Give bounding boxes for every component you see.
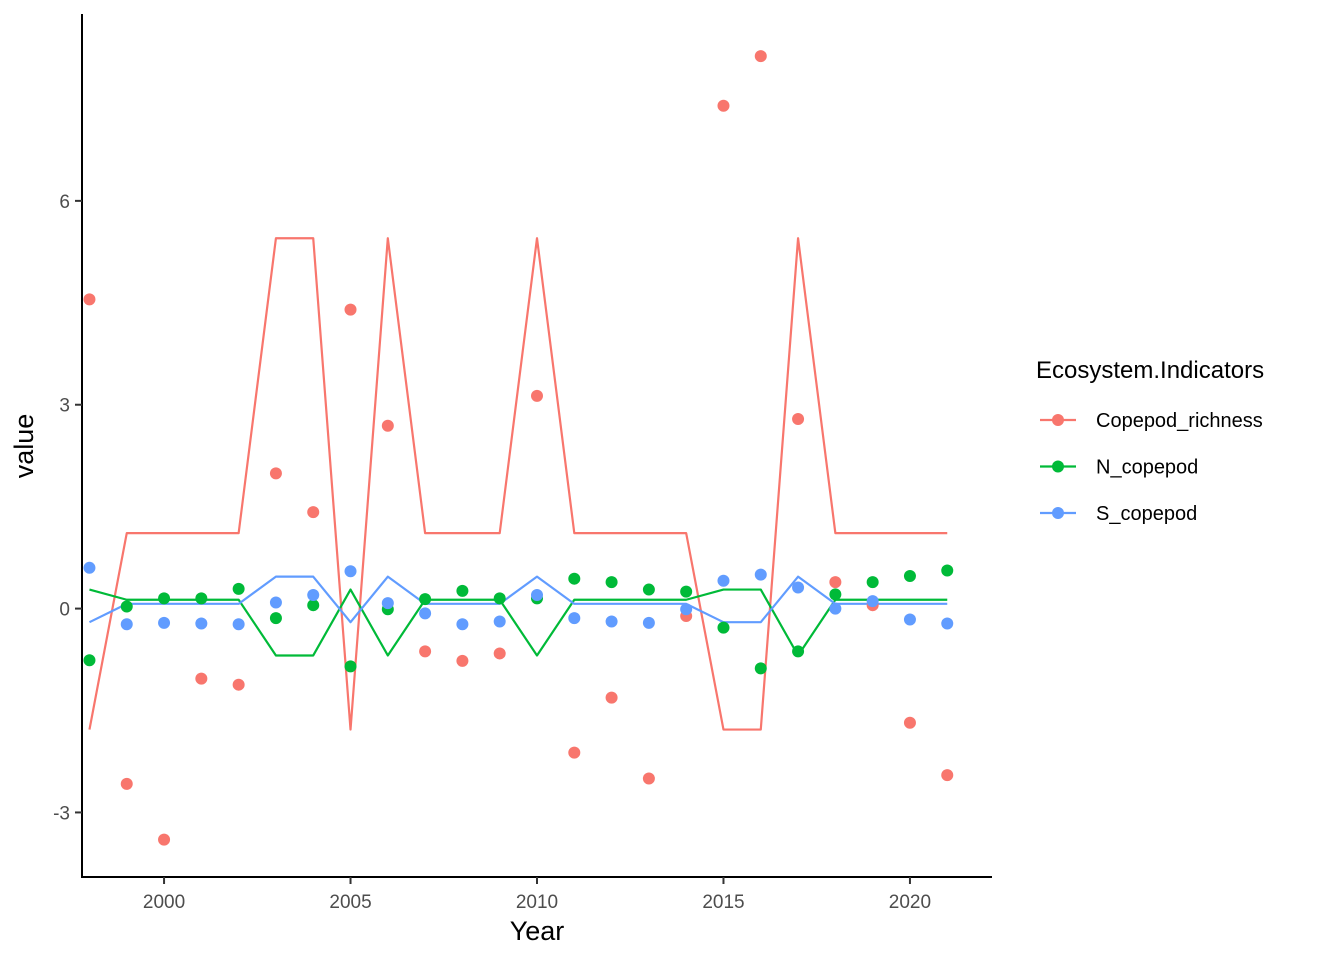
x-tick-label: 2010	[516, 892, 558, 913]
y-tick-label: -3	[53, 803, 70, 824]
data-point-n-copepod	[83, 654, 96, 667]
data-point-s-copepod	[307, 589, 320, 601]
y-axis-title: value	[9, 414, 39, 479]
legend-key-point	[1052, 507, 1064, 519]
data-point-n-copepod	[232, 582, 245, 595]
data-point-s-copepod	[456, 618, 469, 631]
data-point-copepod-richness	[307, 506, 320, 519]
data-point-s-copepod	[792, 581, 805, 594]
data-point-copepod-richness	[903, 716, 916, 729]
data-point-s-copepod	[381, 597, 394, 610]
data-point-copepod-richness	[531, 389, 543, 402]
data-point-n-copepod	[456, 584, 469, 597]
y-tick-label: 6	[59, 192, 70, 213]
data-point-n-copepod	[680, 585, 693, 598]
data-point-copepod-richness	[344, 303, 357, 316]
data-point-n-copepod	[493, 592, 506, 605]
data-point-s-copepod	[642, 616, 655, 629]
legend-item-s-copepod: S_copepod	[1040, 503, 1197, 525]
data-point-copepod-richness	[195, 672, 208, 685]
data-point-n-copepod	[829, 588, 842, 601]
x-axis-title: Year	[510, 916, 565, 946]
x-tick-label: 2000	[143, 892, 185, 913]
data-point-n-copepod	[195, 592, 208, 605]
data-point-s-copepod	[419, 607, 432, 620]
data-point-copepod-richness	[792, 413, 805, 425]
legend: Ecosystem.Indicators Copepod_richness N_c…	[1036, 357, 1264, 525]
data-point-s-copepod	[269, 596, 282, 609]
data-point-n-copepod	[866, 576, 879, 589]
data-point-n-copepod	[568, 572, 581, 585]
y-tick-label: 3	[59, 396, 70, 417]
data-point-n-copepod	[941, 564, 954, 577]
series-line-copepod-richness	[88, 237, 948, 731]
data-point-copepod-richness	[381, 419, 394, 432]
legend-item-copepod-richness: Copepod_richness	[1040, 410, 1263, 432]
data-point-copepod-richness	[829, 576, 842, 589]
data-point-copepod-richness	[419, 645, 432, 658]
ticks: 2000 2005 2010 2015 2020 -3 0 3 6	[53, 192, 931, 913]
data-point-s-copepod	[717, 574, 730, 587]
data-point-n-copepod	[307, 599, 320, 612]
series-points	[83, 50, 954, 846]
data-point-n-copepod	[605, 576, 618, 589]
data-point-n-copepod	[158, 592, 171, 605]
data-point-copepod-richness	[456, 654, 469, 667]
data-point-n-copepod	[120, 600, 133, 613]
data-point-n-copepod	[754, 662, 767, 675]
data-point-s-copepod	[605, 615, 618, 628]
x-tick-label: 2020	[889, 892, 931, 913]
data-point-copepod-richness	[83, 293, 96, 306]
legend-key-point	[1052, 460, 1064, 473]
axes	[81, 14, 992, 878]
data-point-s-copepod	[195, 617, 208, 630]
data-point-copepod-richness	[941, 769, 954, 782]
legend-title: Ecosystem.Indicators	[1036, 357, 1264, 384]
data-point-s-copepod	[680, 603, 693, 616]
legend-label: Copepod_richness	[1096, 410, 1263, 432]
legend-label: N_copepod	[1096, 457, 1198, 479]
y-tick-label: 0	[59, 600, 70, 621]
series-line-n-copepod	[89, 588, 948, 657]
data-point-copepod-richness	[605, 691, 618, 704]
data-point-copepod-richness	[642, 772, 655, 785]
data-point-s-copepod	[531, 589, 543, 601]
series-lines	[88, 237, 948, 731]
data-point-s-copepod	[903, 613, 916, 626]
data-point-copepod-richness	[493, 647, 506, 660]
data-point-copepod-richness	[754, 50, 767, 63]
data-point-copepod-richness	[717, 99, 730, 112]
data-point-n-copepod	[642, 583, 655, 596]
data-point-s-copepod	[120, 618, 133, 631]
data-point-s-copepod	[568, 612, 581, 625]
data-point-s-copepod	[866, 595, 879, 608]
data-point-s-copepod	[83, 561, 96, 574]
data-point-n-copepod	[717, 621, 730, 634]
data-point-n-copepod	[344, 660, 357, 673]
data-point-s-copepod	[232, 618, 245, 631]
data-point-n-copepod	[419, 593, 432, 606]
legend-key-point	[1052, 414, 1064, 426]
data-point-s-copepod	[829, 602, 842, 615]
data-point-s-copepod	[344, 565, 357, 578]
data-point-s-copepod	[493, 615, 506, 628]
legend-item-n-copepod: N_copepod	[1040, 457, 1198, 479]
data-point-copepod-richness	[120, 777, 133, 790]
data-point-copepod-richness	[269, 467, 282, 480]
data-point-copepod-richness	[232, 678, 245, 691]
x-tick-label: 2005	[329, 892, 371, 913]
series-line-s-copepod	[88, 575, 948, 624]
data-point-n-copepod	[269, 612, 282, 625]
x-tick-label: 2015	[702, 892, 744, 913]
data-point-s-copepod	[158, 616, 171, 629]
data-point-copepod-richness	[568, 746, 581, 759]
legend-label: S_copepod	[1096, 503, 1197, 525]
data-point-s-copepod	[754, 568, 767, 581]
data-point-copepod-richness	[158, 833, 171, 846]
data-point-n-copepod	[903, 569, 916, 582]
data-point-s-copepod	[941, 617, 954, 630]
data-point-n-copepod	[792, 645, 805, 658]
